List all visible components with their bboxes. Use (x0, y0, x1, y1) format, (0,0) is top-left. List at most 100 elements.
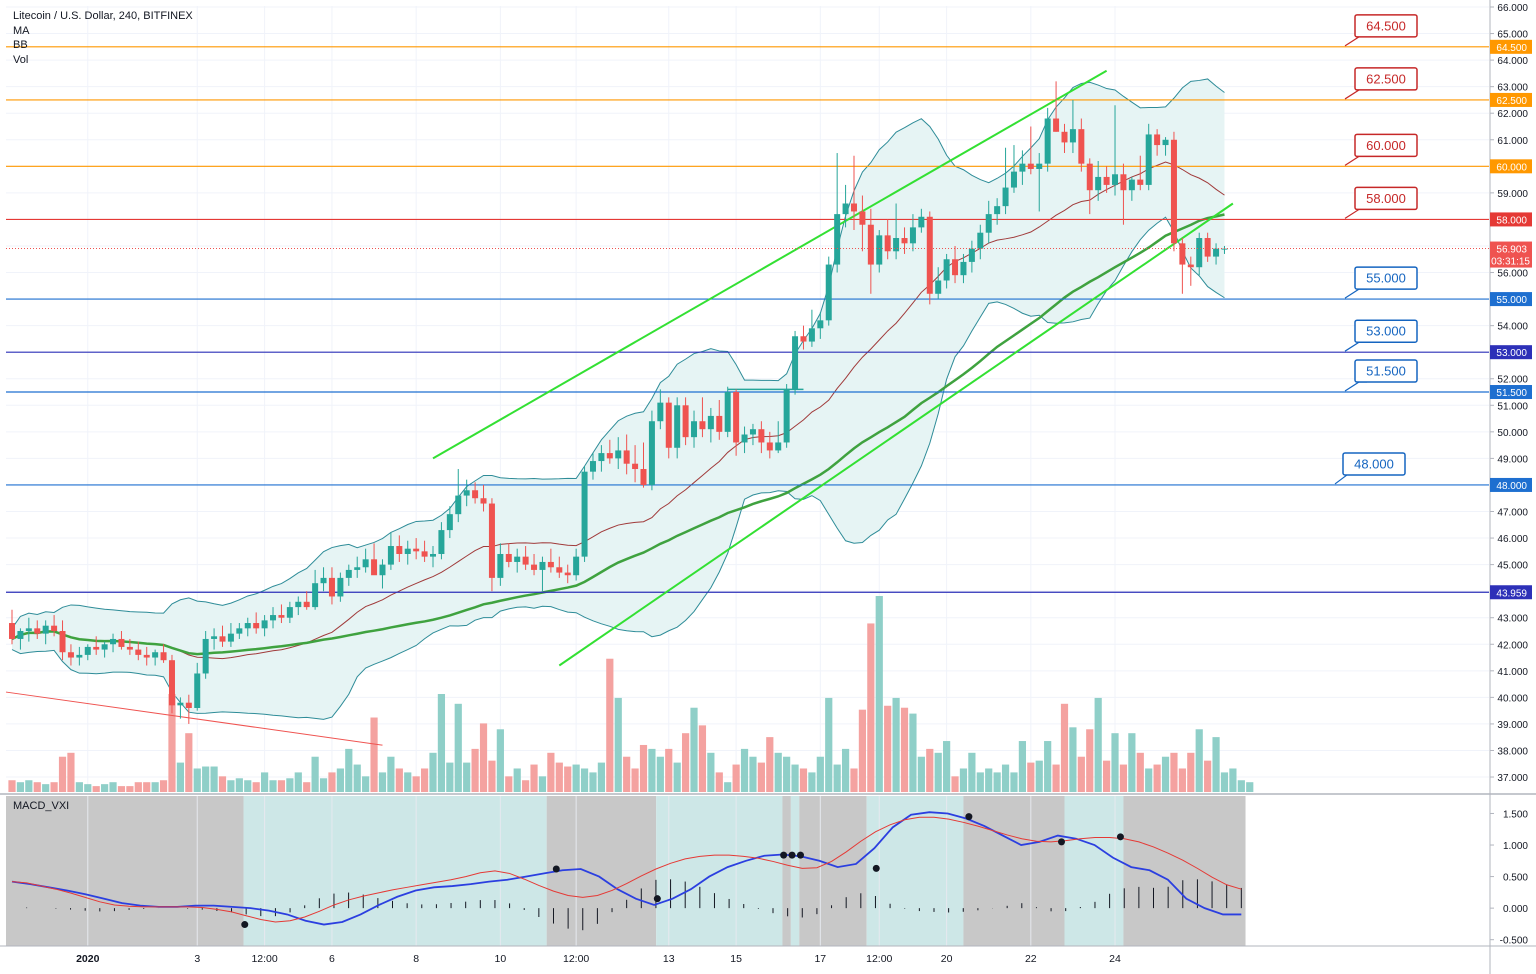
candle (968, 240, 975, 273)
price-tick-label: 52.000 (1497, 375, 1528, 386)
callout-label: 48.000 (1354, 456, 1394, 471)
candle (59, 620, 66, 661)
candle (918, 208, 925, 233)
price-tick-label: 63.000 (1497, 83, 1528, 94)
candle (581, 466, 588, 562)
candle-body (312, 583, 319, 608)
candle (960, 253, 967, 284)
bollinger-band-fill (12, 78, 1225, 720)
volume-bar (715, 772, 723, 792)
level-price-tag-label: 62.500 (1496, 96, 1527, 107)
candle (598, 445, 605, 472)
volume-bar (623, 756, 631, 792)
time-tick-label: 12:00 (251, 953, 277, 965)
candle-body (244, 623, 251, 629)
candle-body (691, 421, 698, 438)
price-tick-label: 65.000 (1497, 30, 1528, 41)
volume-bar (841, 748, 850, 792)
candle (101, 641, 108, 658)
candle (253, 612, 260, 634)
volume-bar (252, 782, 260, 792)
candle-body (800, 336, 807, 342)
level-price-tag (1490, 212, 1532, 227)
candle-body (1187, 264, 1194, 268)
candle-body (615, 450, 622, 459)
candle (345, 564, 352, 586)
callout-box (1354, 186, 1418, 211)
volume-bar (589, 772, 597, 792)
price-axis: 37.000 38.000 39.000 40.000 41.000 42.000 43.0… (1489, 0, 1536, 974)
candle-body (379, 564, 386, 576)
candle-body (1078, 129, 1085, 164)
volume-bar (1027, 762, 1035, 792)
candle-body (758, 429, 765, 443)
candle-body (825, 264, 832, 321)
candle (261, 615, 268, 637)
candle (615, 437, 622, 470)
volume-bar (159, 780, 168, 792)
candle (135, 641, 142, 661)
time-tick-label: 15 (730, 953, 742, 965)
candle-body (775, 442, 782, 451)
legend-vol[interactable]: Vol (13, 53, 29, 66)
legend-ma[interactable]: MA (13, 24, 30, 37)
candle-body (1154, 134, 1161, 146)
macd-zone-bearish (1123, 796, 1246, 946)
volume-bar (261, 772, 269, 792)
candle (792, 330, 799, 395)
macd-pane-title[interactable]: MACD_VXI (13, 800, 70, 812)
price-tick-label: 50.000 (1497, 428, 1528, 439)
candle (379, 559, 386, 589)
candle (312, 569, 319, 610)
volume-bar (1128, 733, 1136, 792)
candle (51, 615, 58, 637)
candle-body (472, 490, 479, 499)
candle-body (1120, 174, 1127, 191)
candle-body (977, 232, 984, 249)
volume-bar (900, 707, 909, 792)
candle-body (430, 553, 436, 557)
time-tick-label: 12:00 (866, 953, 892, 965)
volume-bar (1103, 760, 1111, 792)
candle-body (1137, 179, 1144, 185)
level-price-tag (1490, 585, 1532, 600)
volume-bar (732, 764, 740, 792)
candle (1137, 155, 1144, 191)
candle (901, 227, 908, 254)
candle-body (286, 607, 293, 618)
candle (34, 620, 41, 639)
volume-bar (1060, 703, 1069, 792)
volume-bar (101, 784, 109, 792)
volume-bar (244, 780, 252, 792)
volume-bar (193, 768, 201, 792)
candle (303, 591, 310, 610)
candle (522, 546, 529, 570)
candle (497, 543, 504, 586)
volume-bar (884, 705, 892, 792)
level-price-tag-label: 48.000 (1496, 481, 1527, 492)
level-price-tag-label: 43.959 (1496, 588, 1527, 599)
volume-bar (412, 776, 420, 792)
macd-pane: 1.500 1.000 0.500 0.000 -0.500 (11, 809, 1528, 947)
candle-body (362, 559, 369, 568)
candle-body (126, 646, 133, 650)
candle-body (93, 646, 100, 650)
candle (657, 389, 664, 430)
crossover-dot (552, 865, 560, 873)
candle (573, 548, 580, 581)
bar-countdown: 03:31:15 (1491, 257, 1530, 268)
candle-body (1213, 248, 1220, 257)
candle (1221, 245, 1228, 254)
candle (413, 538, 420, 560)
volume-bar (597, 762, 605, 792)
candle-body (876, 235, 883, 265)
candle (1213, 243, 1220, 265)
volume-bar (606, 658, 614, 792)
candle (926, 211, 933, 305)
macd-zone-bearish (546, 796, 657, 946)
candle-body (539, 561, 546, 570)
volume-bar (791, 764, 799, 792)
candle-body (901, 238, 908, 244)
volume-bar (92, 786, 100, 792)
legend-bb[interactable]: BB (13, 39, 28, 51)
